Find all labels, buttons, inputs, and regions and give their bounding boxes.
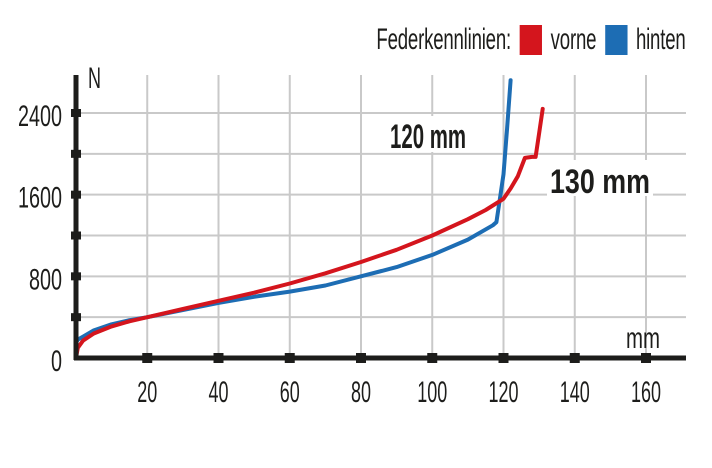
grid-lines xyxy=(76,75,686,358)
x-tick-mark xyxy=(213,353,224,363)
x-tick-mark xyxy=(427,353,438,363)
annotation-bg xyxy=(547,160,653,196)
y-tick-mark xyxy=(71,313,81,322)
y-tick-mark xyxy=(71,272,81,281)
legend-swatch-vorne xyxy=(520,25,543,55)
x-tick-mark xyxy=(284,353,295,363)
x-tick-label: 80 xyxy=(351,376,371,409)
x-axis-label: mm xyxy=(626,322,660,355)
x-tick-mark xyxy=(569,353,580,363)
x-tick-label: 140 xyxy=(560,376,590,409)
x-tick-label: 100 xyxy=(417,376,447,409)
legend-label-hinten: hinten xyxy=(636,23,686,56)
legend-label-vorne: vorne xyxy=(551,23,597,56)
y-tick-label: 800 xyxy=(29,263,62,296)
legend-swatch-hinten xyxy=(605,25,628,55)
data-series xyxy=(74,78,545,360)
axes xyxy=(71,75,686,363)
x-tick-label: 20 xyxy=(137,376,157,409)
x-tick-label: 120 xyxy=(489,376,519,409)
legend: Federkennlinien: vorne hinten xyxy=(377,22,686,58)
y-tick-label: 0 xyxy=(51,345,62,378)
series-line-hinten xyxy=(74,78,513,345)
y-tick-mark xyxy=(71,109,81,117)
annotation-hinten: 120 mm xyxy=(390,118,466,156)
annotation-bg xyxy=(388,116,470,152)
annotation-vorne: 130 mm xyxy=(550,163,650,201)
x-tick-label: 60 xyxy=(280,376,300,409)
y-tick-mark xyxy=(71,231,81,240)
x-tick-label: 40 xyxy=(209,376,229,409)
y-tick-mark xyxy=(71,190,81,199)
series-line-vorne xyxy=(74,106,545,360)
annotations: 120 mm 130 mm xyxy=(388,116,653,201)
y-tick-label: 2400 xyxy=(18,100,62,133)
x-tick-mark xyxy=(356,353,366,363)
x-tick-label: 160 xyxy=(631,376,661,409)
x-tick-mark xyxy=(641,353,651,363)
y-axis-label: N xyxy=(88,62,101,95)
y-tick-label: 1600 xyxy=(18,182,62,215)
x-tick-mark xyxy=(498,353,509,363)
x-tick-mark xyxy=(142,353,153,363)
y-tick-mark xyxy=(71,149,81,158)
legend-title: Federkennlinien: xyxy=(376,23,512,56)
